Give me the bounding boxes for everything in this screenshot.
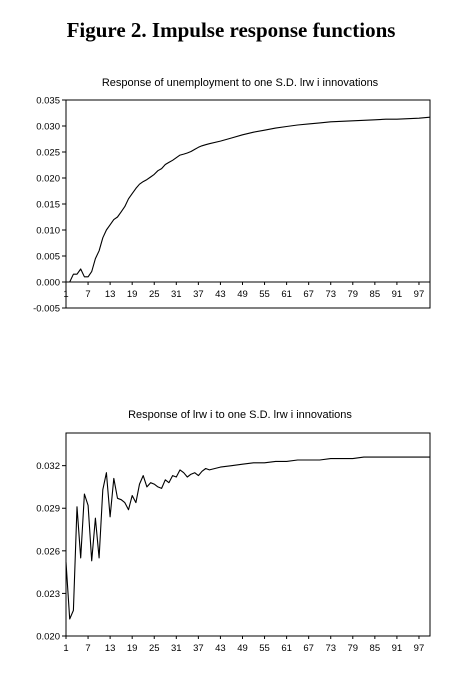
plot-frame	[65, 99, 431, 309]
x-tick-label: 7	[85, 643, 90, 654]
x-tick-label: 55	[259, 289, 270, 300]
y-tick-label: 0.005	[36, 252, 60, 263]
figure-title: Figure 2. Impulse response functions	[66, 18, 396, 42]
x-tick-label: 37	[193, 643, 204, 654]
x-tick-label: 85	[370, 643, 381, 654]
y-tick-label: 0.023	[36, 589, 60, 600]
y-tick-label: 0.020	[36, 174, 60, 185]
x-tick-label: 73	[325, 289, 336, 300]
y-tick-label: 0.015	[36, 200, 60, 211]
x-tick-label: 25	[149, 643, 160, 654]
chart-2: Response of lrw i to one S.D. lrw i inno…	[36, 409, 431, 654]
series-line	[65, 456, 430, 620]
x-tick-label: 19	[127, 643, 138, 654]
x-tick-label: 31	[171, 643, 182, 654]
x-tick-label: 85	[370, 289, 381, 300]
x-tick-label: 19	[127, 289, 138, 300]
chart-title: Response of lrw i to one S.D. lrw i inno…	[128, 409, 352, 421]
x-tick-label: 7	[85, 289, 90, 300]
plot-frame	[65, 432, 431, 637]
x-tick-label: 79	[347, 289, 358, 300]
x-tick-label: 61	[281, 289, 292, 300]
x-tick-label: 73	[325, 643, 336, 654]
y-tick-label: 0.032	[36, 461, 60, 472]
y-tick-label: 0.000	[36, 278, 60, 289]
y-tick-label: -0.005	[33, 304, 60, 315]
x-tick-label: 13	[105, 289, 116, 300]
x-tick-label: 67	[303, 289, 314, 300]
y-tick-label: 0.010	[36, 226, 60, 237]
x-tick-label: 1	[63, 643, 68, 654]
chart-title: Response of unemployment to one S.D. lrw…	[102, 77, 379, 89]
x-tick-label: 13	[105, 643, 116, 654]
x-tick-label: 43	[215, 289, 226, 300]
x-tick-label: 91	[392, 289, 403, 300]
x-tick-label: 79	[347, 643, 358, 654]
x-tick-label: 91	[392, 643, 403, 654]
x-tick-label: 25	[149, 289, 160, 300]
chart-1: Response of unemployment to one S.D. lrw…	[33, 77, 431, 315]
x-tick-label: 97	[414, 289, 425, 300]
x-tick-label: 55	[259, 643, 270, 654]
series-line	[66, 116, 431, 283]
y-tick-label: 0.030	[36, 122, 60, 133]
x-tick-label: 37	[193, 289, 204, 300]
x-tick-label: 67	[303, 643, 314, 654]
y-tick-label: 0.029	[36, 504, 60, 515]
x-tick-label: 31	[171, 289, 182, 300]
x-tick-label: 49	[237, 289, 248, 300]
x-tick-label: 1	[63, 289, 68, 300]
y-tick-label: 0.026	[36, 546, 60, 557]
x-tick-label: 97	[414, 643, 425, 654]
x-tick-label: 43	[215, 643, 226, 654]
y-tick-label: 0.020	[36, 632, 60, 643]
x-tick-label: 49	[237, 643, 248, 654]
y-tick-label: 0.025	[36, 148, 60, 159]
y-tick-label: 0.035	[36, 96, 60, 107]
x-tick-label: 61	[281, 643, 292, 654]
